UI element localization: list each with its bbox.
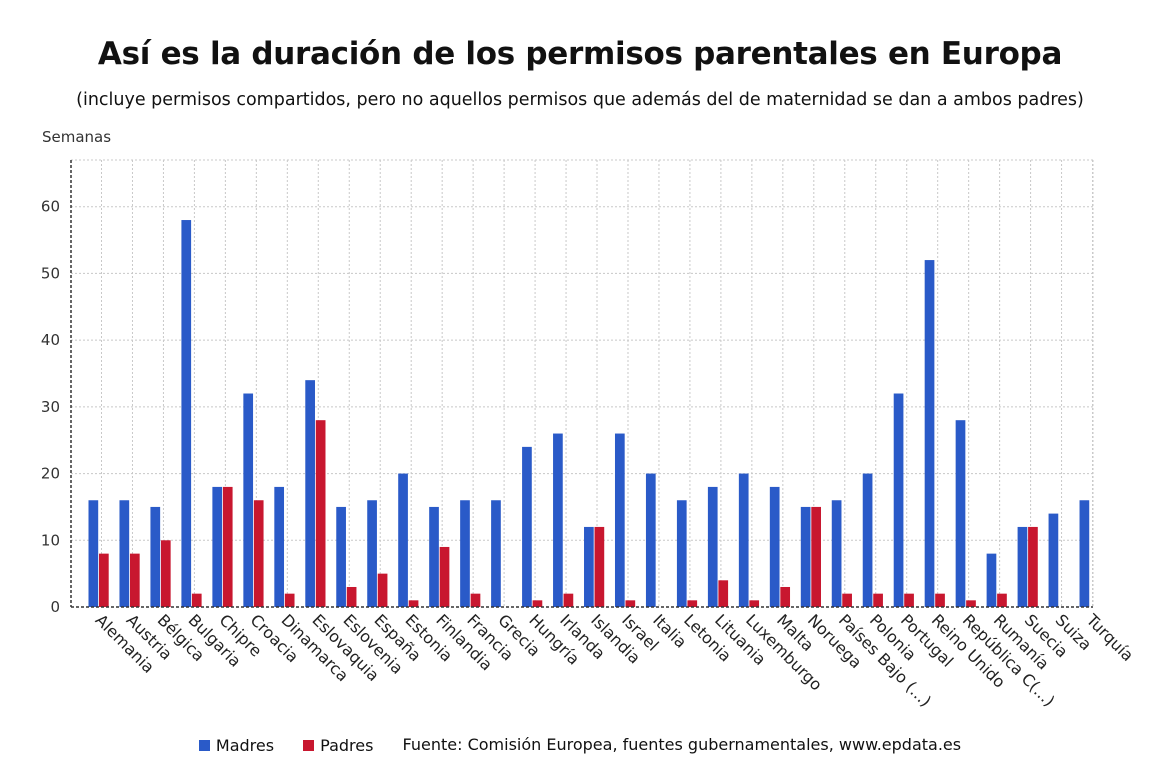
bar-madres[interactable] <box>460 500 470 607</box>
bar-padres[interactable] <box>315 420 326 607</box>
legend: Madres Padres Fuente: Comisión Europea, … <box>0 734 1160 755</box>
bar-madres[interactable] <box>119 500 130 607</box>
bar-padres[interactable] <box>160 540 171 607</box>
y-tick-label: 0 <box>50 598 60 616</box>
bar-madres[interactable] <box>584 526 594 607</box>
bar-madres[interactable] <box>707 486 718 607</box>
bar-padres[interactable] <box>842 593 852 607</box>
bar-padres[interactable] <box>935 593 945 607</box>
y-axis-label: Semanas <box>42 128 111 146</box>
bar-padres[interactable] <box>625 600 636 607</box>
bar-padres[interactable] <box>966 600 976 607</box>
bar-madres[interactable] <box>800 506 811 607</box>
bar-madres[interactable] <box>614 433 625 607</box>
chart-subtitle: (incluye permisos compartidos, pero no a… <box>76 90 1084 110</box>
chart-title: Así es la duración de los permisos paren… <box>97 36 1063 72</box>
bar-madres[interactable] <box>1079 500 1090 607</box>
legend-swatch-padres <box>303 739 315 751</box>
legend-item-madres[interactable]: Madres <box>198 735 275 755</box>
bar-padres[interactable] <box>997 593 1007 607</box>
bar-madres[interactable] <box>181 220 192 608</box>
bar-padres[interactable] <box>408 600 419 607</box>
legend-item-padres[interactable]: Padres <box>303 735 373 755</box>
bar-padres[interactable] <box>904 593 914 607</box>
bar-padres[interactable] <box>377 573 388 607</box>
legend-label-padres: Padres <box>320 735 374 755</box>
bar-padres[interactable] <box>687 600 698 607</box>
bar-madres[interactable] <box>893 393 904 607</box>
bar-madres[interactable] <box>955 420 966 607</box>
y-tick-label: 10 <box>41 531 60 549</box>
bar-padres[interactable] <box>1028 526 1038 607</box>
legend-label-madres: Madres <box>215 735 275 755</box>
bar-padres[interactable] <box>284 593 295 607</box>
bar-padres[interactable] <box>99 553 109 607</box>
bar-padres[interactable] <box>129 553 140 607</box>
bar-padres[interactable] <box>594 526 605 607</box>
bar-padres[interactable] <box>749 600 760 607</box>
bar-padres[interactable] <box>253 500 264 607</box>
y-tick-label: 50 <box>41 264 60 282</box>
bar-madres[interactable] <box>367 500 377 607</box>
source-note: Fuente: Comisión Europea, fuentes gubern… <box>402 735 962 754</box>
bar-madres[interactable] <box>212 486 223 607</box>
bar-madres[interactable] <box>986 553 997 607</box>
bar-madres[interactable] <box>429 506 439 607</box>
bar-madres[interactable] <box>738 473 749 607</box>
bar-padres[interactable] <box>222 486 233 607</box>
bar-madres[interactable] <box>398 473 408 607</box>
bar-padres[interactable] <box>470 593 481 607</box>
y-tick-label: 60 <box>41 198 60 216</box>
y-tick-label: 40 <box>41 331 60 349</box>
bar-padres[interactable] <box>563 593 574 607</box>
bar-madres[interactable] <box>88 500 99 607</box>
bar-madres[interactable] <box>645 473 656 607</box>
bar-madres[interactable] <box>150 506 161 607</box>
y-tick-label: 20 <box>41 465 60 483</box>
bar-padres[interactable] <box>811 506 821 607</box>
bar-padres[interactable] <box>873 593 883 607</box>
bar-madres[interactable] <box>676 500 687 607</box>
bar-padres[interactable] <box>780 586 791 607</box>
bar-madres[interactable] <box>1048 513 1059 607</box>
y-tick-label: 30 <box>41 398 60 416</box>
bar-madres[interactable] <box>862 473 873 607</box>
bar-madres[interactable] <box>491 500 501 607</box>
bar-madres[interactable] <box>553 433 563 607</box>
bar-madres[interactable] <box>305 380 315 607</box>
legend-swatch-madres <box>198 739 210 751</box>
bar-madres[interactable] <box>274 486 285 607</box>
bar-madres[interactable] <box>924 260 935 607</box>
bar-madres[interactable] <box>1017 526 1028 607</box>
bar-padres[interactable] <box>191 593 202 607</box>
bar-padres[interactable] <box>532 600 543 607</box>
bar-padres[interactable] <box>439 546 450 607</box>
bar-madres[interactable] <box>769 486 780 607</box>
bar-padres[interactable] <box>718 580 729 607</box>
bar-madres[interactable] <box>831 500 842 607</box>
bar-padres[interactable] <box>346 586 357 607</box>
bar-madres[interactable] <box>243 393 254 607</box>
bar-madres[interactable] <box>336 506 346 607</box>
bar-madres[interactable] <box>522 446 532 607</box>
